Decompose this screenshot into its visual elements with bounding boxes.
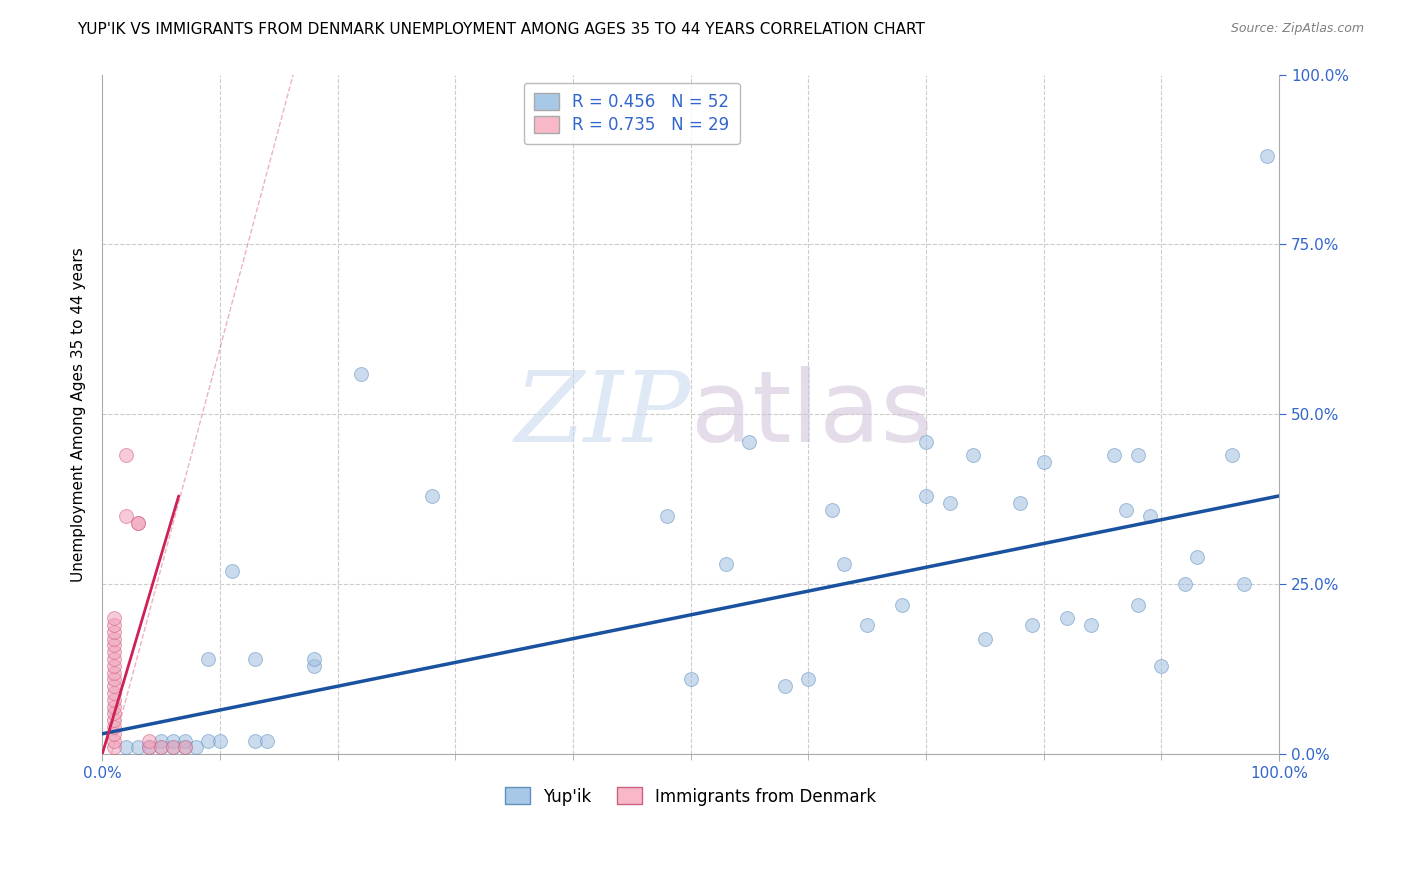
Point (162, 740, 184, 755)
Point (162, 733, 184, 747)
Point (173, 740, 195, 755)
Point (679, 673, 702, 687)
Text: Source: ZipAtlas.com: Source: ZipAtlas.com (1230, 22, 1364, 36)
Point (127, 516, 149, 530)
Point (797, 673, 820, 687)
Point (1233, 577, 1256, 591)
Point (962, 448, 984, 462)
Point (103, 632, 125, 646)
Point (114, 448, 136, 462)
Point (1104, 448, 1126, 462)
Text: YUP'IK VS IMMIGRANTS FROM DENMARK UNEMPLOYMENT AMONG AGES 35 TO 44 YEARS CORRELA: YUP'IK VS IMMIGRANTS FROM DENMARK UNEMPL… (77, 22, 925, 37)
Point (302, 652, 325, 666)
Point (127, 740, 149, 755)
Point (114, 740, 136, 755)
Point (103, 733, 125, 747)
Point (350, 367, 373, 381)
Point (915, 489, 938, 503)
Text: ZIP: ZIP (515, 367, 690, 462)
Point (103, 645, 125, 659)
Point (150, 740, 173, 755)
Point (103, 706, 125, 721)
Point (773, 679, 796, 693)
Point (208, 733, 231, 747)
Point (186, 740, 208, 755)
Point (1056, 611, 1078, 625)
Point (103, 679, 125, 693)
Point (1150, 658, 1173, 673)
Point (256, 733, 278, 747)
Point (103, 658, 125, 673)
Point (173, 740, 195, 755)
Point (420, 489, 443, 503)
Point (1174, 577, 1197, 591)
Point (1115, 502, 1137, 516)
Point (114, 509, 136, 524)
Point (162, 740, 184, 755)
Point (138, 740, 160, 755)
Point (1220, 448, 1243, 462)
Point (103, 713, 125, 727)
Point (127, 516, 149, 530)
Point (1126, 448, 1149, 462)
Point (245, 733, 267, 747)
Point (915, 434, 938, 449)
Point (821, 502, 844, 516)
Point (1139, 509, 1161, 524)
Point (856, 618, 879, 632)
Point (197, 733, 219, 747)
Point (103, 693, 125, 707)
Point (103, 740, 125, 755)
Point (103, 639, 125, 653)
Point (103, 699, 125, 714)
Point (138, 733, 160, 747)
Point (103, 618, 125, 632)
Point (1010, 496, 1032, 510)
Point (103, 665, 125, 680)
Point (103, 727, 125, 741)
Point (245, 652, 267, 666)
Point (150, 740, 173, 755)
Point (973, 632, 995, 646)
Point (221, 564, 243, 578)
Point (138, 740, 160, 755)
Point (1021, 618, 1043, 632)
Point (938, 496, 960, 510)
Point (103, 686, 125, 700)
Point (832, 557, 855, 571)
Point (1080, 618, 1102, 632)
Point (103, 611, 125, 625)
Point (173, 733, 195, 747)
Point (103, 720, 125, 734)
Point (103, 673, 125, 687)
Point (150, 733, 173, 747)
Point (714, 557, 737, 571)
Point (197, 652, 219, 666)
Point (103, 652, 125, 666)
Point (891, 598, 914, 612)
Point (1256, 149, 1278, 163)
Point (738, 434, 761, 449)
Point (1185, 550, 1208, 565)
Point (302, 658, 325, 673)
Point (1126, 598, 1149, 612)
Point (655, 509, 678, 524)
Text: atlas: atlas (690, 366, 932, 463)
Legend: Yup'ik, Immigrants from Denmark: Yup'ik, Immigrants from Denmark (496, 779, 884, 814)
Y-axis label: Unemployment Among Ages 35 to 44 years: Unemployment Among Ages 35 to 44 years (72, 247, 86, 582)
Point (103, 624, 125, 639)
Point (1032, 455, 1054, 469)
